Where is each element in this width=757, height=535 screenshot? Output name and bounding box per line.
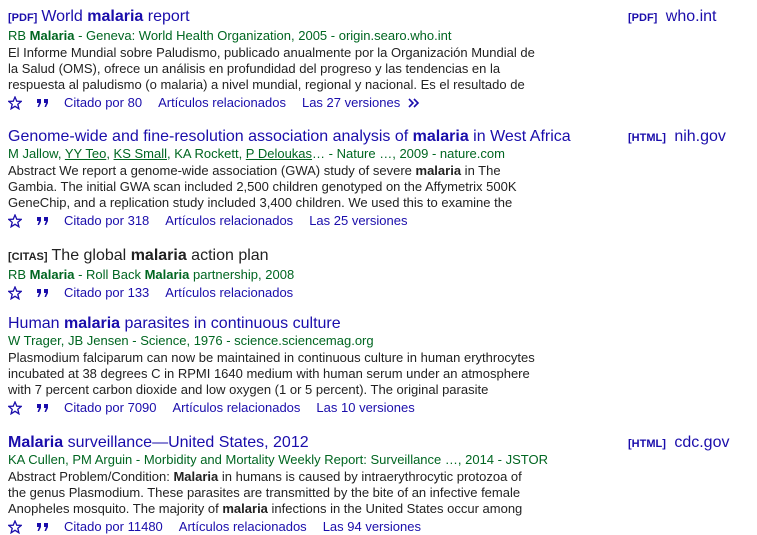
result-snippet: El Informe Mundial sobre Paludismo, publ… [8, 45, 535, 92]
citations-tag: [CITAS] [8, 251, 48, 263]
quote-icon[interactable] [36, 520, 50, 534]
title-link[interactable]: Malaria surveillance—United States, 2012 [8, 434, 309, 451]
cited-by-link[interactable]: Citado por 7090 [64, 400, 157, 415]
side-link-who[interactable]: [PDF] who.int [628, 7, 716, 28]
result-3: [CITAS] The global malaria action plan RB… [8, 246, 748, 301]
related-articles-link[interactable]: Artículos relacionados [165, 285, 294, 300]
result-actions: Citado por 133 Artículos relacionados [8, 285, 748, 301]
related-articles-link[interactable]: Artículos relacionados [178, 519, 307, 534]
result-4: Human malaria parasites in continuous cu… [8, 314, 748, 416]
side-domain[interactable]: who.int [665, 8, 717, 25]
result-snippet: Plasmodium falciparum can now be maintai… [8, 350, 535, 397]
star-icon[interactable] [8, 214, 22, 228]
side-domain[interactable]: nih.gov [674, 128, 726, 145]
result-title[interactable]: Genome-wide and fine-resolution associat… [8, 127, 748, 146]
related-articles-link[interactable]: Artículos relacionados [172, 400, 301, 415]
title-link[interactable]: Genome-wide and fine-resolution associat… [8, 128, 571, 145]
quote-icon[interactable] [36, 96, 50, 110]
side-link-cdc[interactable]: [HTML] cdc.gov [628, 433, 729, 454]
versions-link[interactable]: Las 25 versiones [309, 213, 408, 228]
cited-by-link[interactable]: Citado por 11480 [64, 519, 163, 534]
result-actions: Citado por 80 Artículos relacionados Las… [8, 95, 748, 111]
result-2: Genome-wide and fine-resolution associat… [8, 127, 748, 229]
result-title[interactable]: Malaria surveillance—United States, 2012 [8, 433, 748, 452]
related-articles-link[interactable]: Artículos relacionados [158, 95, 286, 110]
result-title: [CITAS] The global malaria action plan [8, 247, 269, 264]
side-tag: [HTML] [628, 438, 666, 450]
cited-by-link[interactable]: Citado por 80 [64, 95, 143, 110]
author-link[interactable]: KS Small [113, 146, 168, 161]
versions-link[interactable]: Las 94 versiones [322, 519, 421, 534]
result-actions: Citado por 318 Artículos relacionados La… [8, 213, 748, 229]
star-icon[interactable] [8, 520, 22, 534]
author-link[interactable]: P Deloukas [245, 146, 313, 161]
cited-by-link[interactable]: Citado por 133 [64, 285, 150, 300]
versions-link[interactable]: Las 27 versiones [301, 95, 401, 110]
quote-icon[interactable] [36, 214, 50, 228]
title-link[interactable]: Human malaria parasites in continuous cu… [8, 315, 341, 332]
author: M Jallow [8, 146, 58, 161]
result-5: Malaria surveillance—United States, 2012… [8, 433, 748, 535]
result-title[interactable]: [PDF] World malaria report [8, 7, 748, 28]
result-title[interactable]: Human malaria parasites in continuous cu… [8, 314, 748, 333]
author: KA Rockett [174, 146, 239, 161]
result-meta: RB Malaria - Roll Back Malaria partnersh… [8, 267, 295, 282]
side-link-nih[interactable]: [HTML] nih.gov [628, 127, 726, 148]
result-1: [PDF] World malaria report RB Malaria - G… [8, 7, 748, 111]
result-actions: Citado por 7090 Artículos relacionados L… [8, 400, 748, 416]
result-meta: M Jallow, YY Teo, KS Small, KA Rockett, … [8, 146, 505, 161]
result-actions: Citado por 11480 Artículos relacionados … [8, 519, 748, 535]
quote-icon[interactable] [36, 286, 50, 300]
title-link[interactable]: World malaria report [41, 8, 190, 25]
side-tag: [HTML] [628, 132, 666, 144]
result-snippet: Abstract Problem/Condition: Malaria in h… [8, 469, 523, 516]
pdf-tag: [PDF] [8, 12, 38, 24]
double-chevron-icon[interactable] [408, 96, 422, 110]
star-icon[interactable] [8, 96, 22, 110]
related-articles-link[interactable]: Artículos relacionados [165, 213, 294, 228]
result-meta: KA Cullen, PM Arguin - Morbidity and Mor… [8, 452, 548, 467]
side-tag: [PDF] [628, 12, 658, 24]
result-meta: W Trager, JB Jensen - Science, 1976 - sc… [8, 333, 374, 348]
author-link[interactable]: YY Teo [64, 146, 107, 161]
versions-link[interactable]: Las 10 versiones [316, 400, 415, 415]
result-snippet: Abstract We report a genome-wide associa… [8, 163, 517, 210]
star-icon[interactable] [8, 286, 22, 300]
quote-icon[interactable] [36, 401, 50, 415]
result-meta: RB Malaria - Geneva: World Health Organi… [8, 28, 452, 43]
star-icon[interactable] [8, 401, 22, 415]
cited-by-link[interactable]: Citado por 318 [64, 213, 150, 228]
side-domain[interactable]: cdc.gov [674, 434, 730, 451]
